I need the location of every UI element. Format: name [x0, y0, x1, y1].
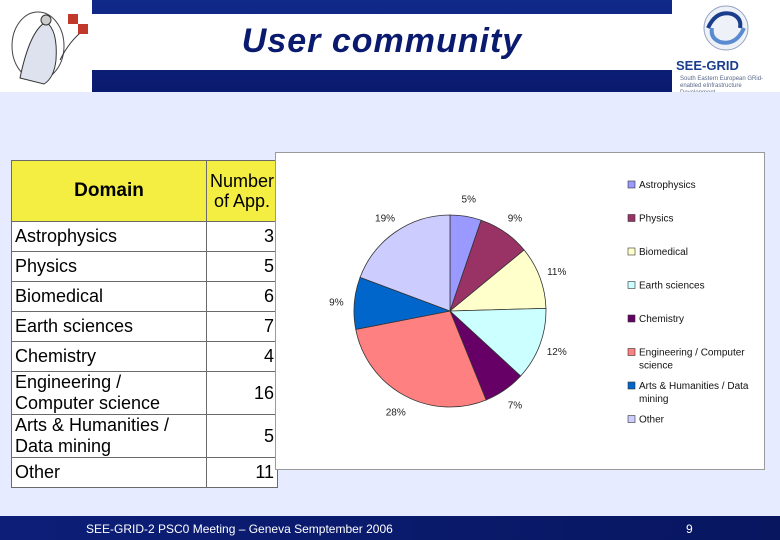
domain-table: Domain Number of App. Astrophysics 3 Phy… [11, 160, 279, 488]
legend-label: Chemistry [639, 314, 684, 325]
table-row: Chemistry 4 [11, 341, 279, 372]
pie-percent-label: 11% [547, 267, 566, 278]
legend-swatch [627, 214, 636, 222]
table-header-count: Number of App. [205, 160, 279, 222]
table-row: Astrophysics 3 [11, 221, 279, 252]
see-grid-emblem-icon [11, 11, 85, 85]
cell-domain: Arts & Humanities / Data mining [11, 414, 207, 458]
cell-domain: Physics [11, 251, 207, 282]
legend-swatch [627, 247, 636, 256]
page-number: 9 [686, 522, 693, 536]
legend-swatch [627, 281, 636, 289]
cell-count: 16 [205, 371, 279, 415]
cell-domain: Chemistry [11, 341, 207, 372]
pie-slice-other [359, 214, 451, 312]
pie-percent-label: 9% [508, 213, 523, 224]
legend-label: Earth sciences [639, 281, 705, 292]
table-row: Biomedical 6 [11, 281, 279, 312]
table-row: Earth sciences 7 [11, 311, 279, 342]
cell-domain: Earth sciences [11, 311, 207, 342]
decor-square [78, 24, 88, 34]
footer-bar: SEE-GRID-2 PSC0 Meeting – Geneva Semptem… [0, 516, 780, 540]
table-row: Arts & Humanities / Data mining 5 [11, 414, 279, 458]
cell-count: 6 [205, 281, 279, 312]
cell-count: 3 [205, 221, 279, 252]
cell-count: 11 [205, 457, 279, 488]
legend-label: Arts & Humanities / Data mining [639, 381, 749, 405]
footer-text: SEE-GRID-2 PSC0 Meeting – Geneva Semptem… [86, 522, 393, 536]
legend-swatch [627, 314, 636, 323]
pie-percent-label: 7% [508, 401, 523, 412]
cell-domain: Other [11, 457, 207, 488]
cell-count: 4 [205, 341, 279, 372]
see-grid-logo-text: SEE-GRID [676, 58, 739, 73]
decor-square [68, 14, 78, 24]
cell-domain: Biomedical [11, 281, 207, 312]
pie-chart: 5% 9% 11% 12% 7% 28% 9% 19% Astrophysics Physics… [329, 180, 749, 426]
table-row: Engineering / Computer science 16 [11, 371, 279, 415]
table-header-domain: Domain [11, 160, 207, 222]
cell-count: 5 [205, 414, 279, 458]
pie-chart-panel: 5% 9% 11% 12% 7% 28% 9% 19% Astrophysics Physics… [275, 152, 765, 470]
cell-domain: Engineering / Computer science [11, 371, 207, 415]
cell-count: 7 [205, 311, 279, 342]
legend-label: Engineering / Computer science [639, 348, 745, 372]
legend-label: Other [639, 415, 665, 426]
cell-count: 5 [205, 251, 279, 282]
pie-slice-engineering-computer-science [355, 310, 487, 408]
page-title: User community [241, 22, 523, 60]
cell-domain: Astrophysics [11, 221, 207, 252]
project-logo-left [0, 0, 92, 92]
legend-swatch [627, 348, 636, 356]
pie-percent-label: 28% [386, 407, 406, 418]
pie-percent-label: 5% [462, 195, 477, 206]
pie-percent-label: 19% [375, 213, 395, 224]
legend-label: Astrophysics [639, 180, 696, 191]
legend-swatch [627, 415, 636, 423]
legend-swatch [627, 180, 636, 189]
pie-slice-earth-sciences [449, 307, 547, 377]
legend-label: Biomedical [639, 247, 688, 258]
pie-percent-label: 12% [547, 347, 567, 358]
pie-percent-label: 9% [329, 298, 344, 309]
table-row: Physics 5 [11, 251, 279, 282]
legend-swatch [627, 381, 636, 390]
legend-label: Physics [639, 214, 673, 225]
see-grid-logo: SEE-GRID South Eastern European GRid-ena… [672, 0, 780, 96]
see-grid-swirl-icon [703, 5, 749, 51]
table-row: Other 11 [11, 457, 279, 488]
header-band: User community [92, 0, 672, 92]
title-box [92, 14, 672, 70]
